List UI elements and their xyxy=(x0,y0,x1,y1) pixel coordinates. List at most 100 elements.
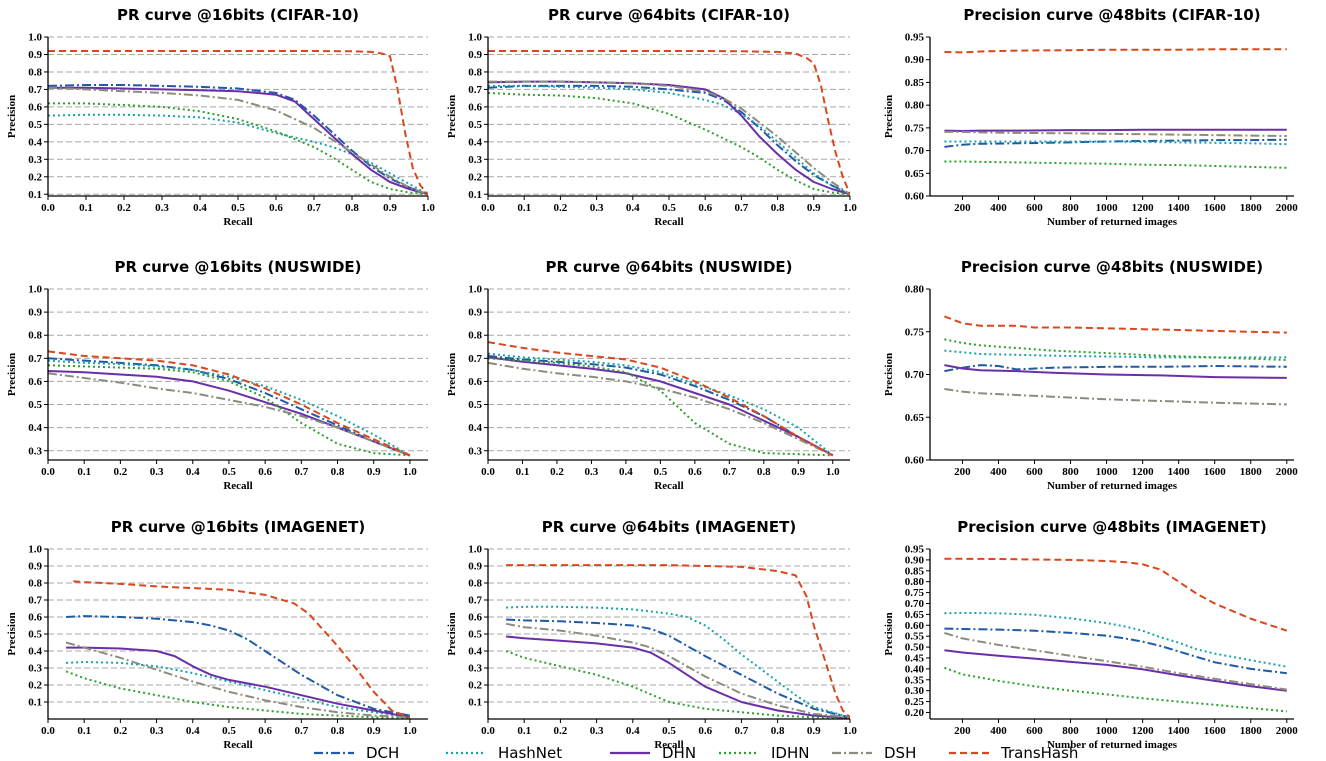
x-axis-label: Number of returned images xyxy=(1047,480,1178,492)
chart-title: Precision curve @48bits (NUSWIDE) xyxy=(961,258,1263,276)
legend-item-transhash: TransHash xyxy=(949,744,1078,761)
legend-label: DHN xyxy=(662,744,696,761)
x-tick-label: 200 xyxy=(954,202,971,214)
chart-prec48-cifar: Precision curve @48bits (CIFAR-10) 0.60 0.… xyxy=(883,6,1298,228)
x-axis-label: Recall xyxy=(654,739,683,751)
y-tick-label: 0.3 xyxy=(28,445,42,457)
series-line-dsh xyxy=(488,361,834,457)
x-tick-label: 0.0 xyxy=(481,725,495,737)
series-line-dhn xyxy=(48,370,411,457)
y-tick-label: 0.60 xyxy=(905,620,925,632)
series-line-dsh xyxy=(65,641,410,719)
x-tick-label: 0.8 xyxy=(345,202,359,214)
series-line-dhn xyxy=(944,364,1287,379)
series-line-dsh xyxy=(488,80,850,196)
x-tick-label: 0.6 xyxy=(269,202,283,214)
x-tick-label: 0.5 xyxy=(662,202,676,214)
x-tick-label: 0.7 xyxy=(722,466,736,478)
series-line-dhn xyxy=(66,646,411,719)
y-tick-label: 0.40 xyxy=(905,663,925,675)
y-tick-label: 1.0 xyxy=(28,284,42,296)
y-tick-label: 1.0 xyxy=(468,284,482,296)
x-tick-label: 600 xyxy=(1026,202,1043,214)
chart-prec48-imagenet: Precision curve @48bits (IMAGENET)0.200.… xyxy=(883,518,1298,751)
y-tick-label: 1.0 xyxy=(28,544,42,556)
y-tick-label: 0.60 xyxy=(905,455,925,467)
x-tick-label: 0.0 xyxy=(41,466,55,478)
series-line-idhn xyxy=(488,357,833,457)
y-tick-label: 0.95 xyxy=(905,32,925,44)
y-tick-label: 0.35 xyxy=(905,674,925,686)
y-tick-label: 0.90 xyxy=(905,554,925,566)
series-line-idhn xyxy=(505,650,850,719)
x-tick-label: 1.0 xyxy=(843,202,857,214)
x-tick-label: 2000 xyxy=(1276,725,1299,737)
x-tick-label: 1800 xyxy=(1240,466,1263,478)
x-tick-label: 0.4 xyxy=(186,466,200,478)
y-tick-label: 0.2 xyxy=(468,171,482,183)
x-tick-label: 0.1 xyxy=(79,202,93,214)
series-line-hashnet xyxy=(488,352,834,457)
y-tick-label: 0.75 xyxy=(905,326,925,338)
legend-item-idhn: IDHN xyxy=(719,744,809,761)
x-tick-label: 0.1 xyxy=(516,466,530,478)
y-tick-label: 0.1 xyxy=(468,189,482,201)
y-axis-label: Precision xyxy=(883,612,895,655)
x-tick-label: 0.7 xyxy=(735,725,749,737)
x-tick-label: 0.6 xyxy=(698,202,712,214)
y-tick-label: 0.6 xyxy=(28,612,42,624)
series-line-transhash xyxy=(944,315,1287,334)
x-tick-label: 0.3 xyxy=(590,202,604,214)
x-tick-label: 0.5 xyxy=(231,202,245,214)
y-tick-label: 0.65 xyxy=(905,412,925,424)
legend-label: TransHash xyxy=(1000,744,1078,761)
y-tick-label: 1.0 xyxy=(468,544,482,556)
y-tick-label: 0.5 xyxy=(468,119,482,131)
x-tick-label: 0.9 xyxy=(367,466,381,478)
x-tick-label: 0.4 xyxy=(186,725,200,737)
y-tick-label: 0.75 xyxy=(905,587,925,599)
y-tick-label: 0.85 xyxy=(905,565,925,577)
y-tick-label: 0.9 xyxy=(468,307,482,319)
x-tick-label: 0.8 xyxy=(771,725,785,737)
chart-pr16-cifar: PR curve @16bits (CIFAR-10) 0.1 0.2 0.3 0.4 0… xyxy=(6,6,435,228)
x-axis-label: Recall xyxy=(223,739,252,751)
x-tick-label: 0.3 xyxy=(150,466,164,478)
series-line-transhash xyxy=(506,564,850,719)
legend-item-dsh: DSH xyxy=(832,744,916,761)
y-tick-label: 0.3 xyxy=(468,154,482,166)
series-line-hashnet xyxy=(488,84,850,196)
x-tick-label: 600 xyxy=(1026,466,1043,478)
x-tick-label: 0.7 xyxy=(294,466,308,478)
series-line-idhn xyxy=(48,102,428,196)
y-tick-label: 0.4 xyxy=(28,136,42,148)
x-tick-label: 0.8 xyxy=(757,466,771,478)
series-line-idhn xyxy=(944,666,1287,713)
series-line-dhn xyxy=(48,86,428,196)
y-tick-label: 0.7 xyxy=(28,84,42,96)
y-tick-label: 0.60 xyxy=(905,191,925,203)
x-tick-label: 0.7 xyxy=(307,202,321,214)
y-tick-label: 0.7 xyxy=(28,595,42,607)
x-tick-label: 0.0 xyxy=(481,466,495,478)
y-tick-label: 0.7 xyxy=(468,353,482,365)
y-tick-label: 0.6 xyxy=(28,376,42,388)
series-line-dsh xyxy=(944,388,1287,406)
x-tick-label: 0.8 xyxy=(771,202,785,214)
series-line-dsh xyxy=(505,622,850,719)
x-tick-label: 0.3 xyxy=(585,466,599,478)
series-line-dch xyxy=(66,615,411,717)
y-axis-label: Precision xyxy=(446,95,458,138)
series-line-hashnet xyxy=(506,605,850,719)
x-tick-label: 0.2 xyxy=(117,202,131,214)
series-line-dsh xyxy=(48,86,428,196)
y-tick-label: 0.9 xyxy=(28,561,42,573)
x-tick-label: 600 xyxy=(1026,725,1043,737)
x-axis-label: Number of returned images xyxy=(1047,216,1178,228)
series-line-transhash xyxy=(944,557,1288,632)
y-tick-label: 0.70 xyxy=(905,369,925,381)
x-tick-label: 0.3 xyxy=(155,202,169,214)
y-tick-label: 0.4 xyxy=(28,422,42,434)
chart-title: Precision curve @48bits (IMAGENET) xyxy=(957,518,1267,536)
chart-pr64-imagenet: PR curve @64bits (IMAGENET) 0.1 0.2 0.3 0.4 0… xyxy=(446,518,857,751)
